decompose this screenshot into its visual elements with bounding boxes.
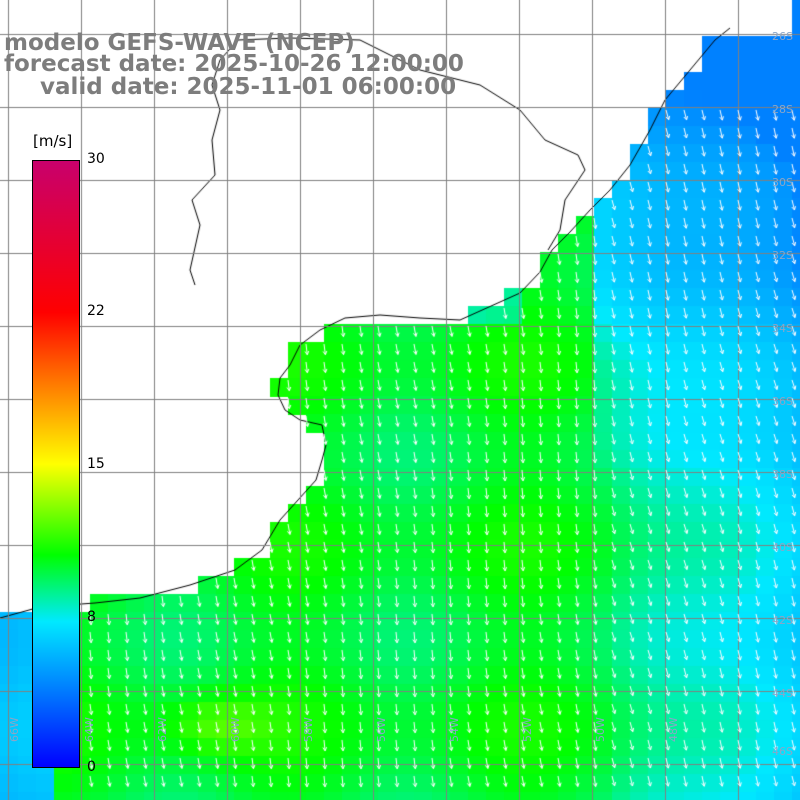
lat-label: 30S xyxy=(772,176,793,189)
lat-label: 46S xyxy=(772,745,793,758)
colorbar xyxy=(32,160,80,768)
lat-label: 32S xyxy=(772,249,793,262)
lon-label: 66W xyxy=(8,717,21,742)
lon-label: 58W xyxy=(302,717,315,742)
lat-label: 44S xyxy=(772,687,793,700)
colorbar-tick-30: 30 xyxy=(87,151,105,167)
lon-label: 48W xyxy=(667,717,680,742)
colorbar-tick-22: 22 xyxy=(87,303,105,319)
colorbar-tick-15: 15 xyxy=(87,456,105,472)
lat-label: 40S xyxy=(772,541,793,554)
lon-label: 56W xyxy=(375,717,388,742)
lon-label: 64W xyxy=(83,717,96,742)
colorbar-tick-8: 8 xyxy=(87,609,96,625)
lon-label: 62W xyxy=(156,717,169,742)
lat-label: 38S xyxy=(772,468,793,481)
forecast-date: forecast date: 2025-10-26 12:00:00 xyxy=(4,51,464,77)
lon-label: 54W xyxy=(448,717,461,742)
colorbar-unit: [m/s] xyxy=(33,132,73,150)
lon-label: 52W xyxy=(521,717,534,742)
lon-label: 50W xyxy=(594,717,607,742)
lat-label: 36S xyxy=(772,395,793,408)
lat-label: 42S xyxy=(772,614,793,627)
lon-label: 60W xyxy=(229,717,242,742)
colorbar-tick-0: 0 xyxy=(87,759,96,775)
lat-label: 28S xyxy=(772,103,793,116)
lat-label: 34S xyxy=(772,322,793,335)
lat-label: 26S xyxy=(772,30,793,43)
model-title: modelo GEFS-WAVE (NCEP) xyxy=(4,30,355,56)
valid-date: valid date: 2025-11-01 06:00:00 xyxy=(40,74,457,100)
